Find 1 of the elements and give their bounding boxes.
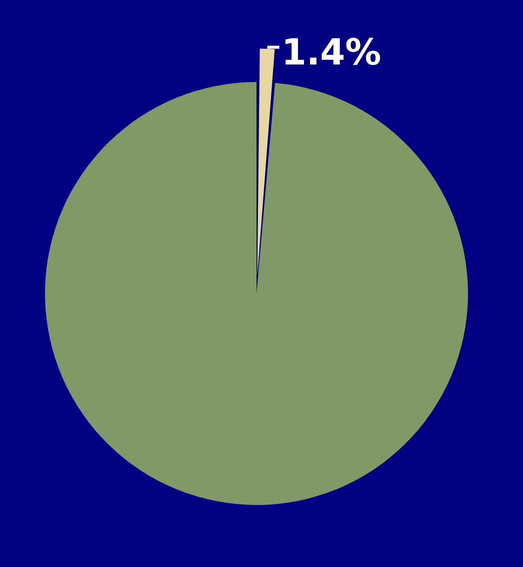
data-label: 1.4% bbox=[281, 32, 382, 74]
